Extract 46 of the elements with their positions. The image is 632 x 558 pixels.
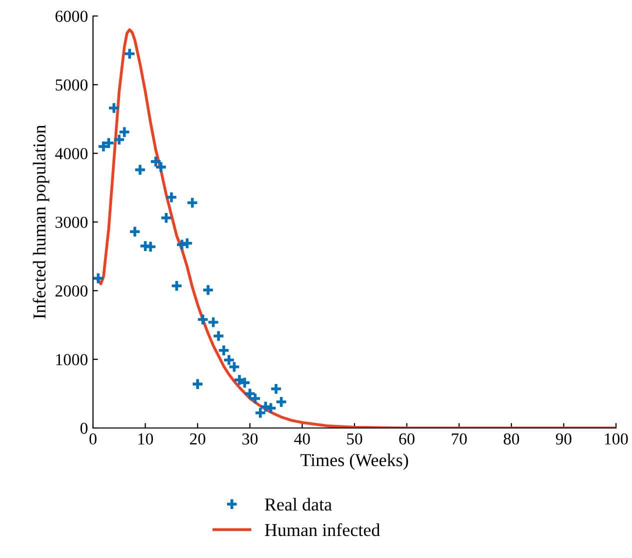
point [160, 212, 173, 224]
point [149, 155, 162, 168]
x-tick-label: 100 [604, 433, 628, 445]
x-tick-label: 80 [504, 433, 520, 445]
x-tick-label: 20 [190, 433, 206, 445]
x-tick-label: 60 [399, 433, 414, 445]
x-tick-label: 0 [89, 433, 97, 445]
y-tick-label: 3000 [56, 216, 88, 228]
y-tick-label: 0 [80, 422, 88, 434]
line-series [96, 28, 616, 428]
y-tick-label: 4000 [55, 148, 88, 160]
x-tick-label: 50 [347, 433, 362, 445]
point [196, 313, 210, 326]
point [222, 354, 236, 366]
point [274, 396, 288, 408]
legend-label: Real data [264, 498, 332, 511]
point [165, 190, 178, 204]
point [206, 316, 220, 329]
point [217, 344, 230, 357]
point [170, 280, 183, 292]
point [228, 360, 241, 374]
x-axis-title: Times (Weeks) [300, 454, 408, 470]
y-tick-label: 5000 [56, 79, 88, 91]
point [154, 160, 168, 174]
point [191, 378, 204, 390]
point [248, 392, 262, 405]
x-tick-label: 90 [556, 433, 572, 445]
y-tick-label: 1000 [56, 354, 88, 366]
y-tick-label: 6000 [56, 10, 88, 22]
point [134, 164, 146, 176]
x-tick-label: 70 [452, 433, 467, 445]
point [212, 330, 225, 342]
point [202, 284, 214, 296]
point [123, 47, 136, 60]
y-axis-title: Infected human population [32, 125, 50, 319]
legend-label: Human infected [264, 523, 380, 536]
y-tick-label: 2000 [56, 285, 88, 297]
point [108, 102, 120, 114]
x-tick-label: 30 [242, 433, 258, 445]
point [93, 272, 105, 285]
x-tick-label: 40 [294, 433, 310, 445]
point [270, 382, 282, 396]
x-tick-label: 10 [138, 433, 153, 445]
point [128, 225, 142, 238]
point [186, 196, 199, 210]
point [244, 387, 256, 400]
